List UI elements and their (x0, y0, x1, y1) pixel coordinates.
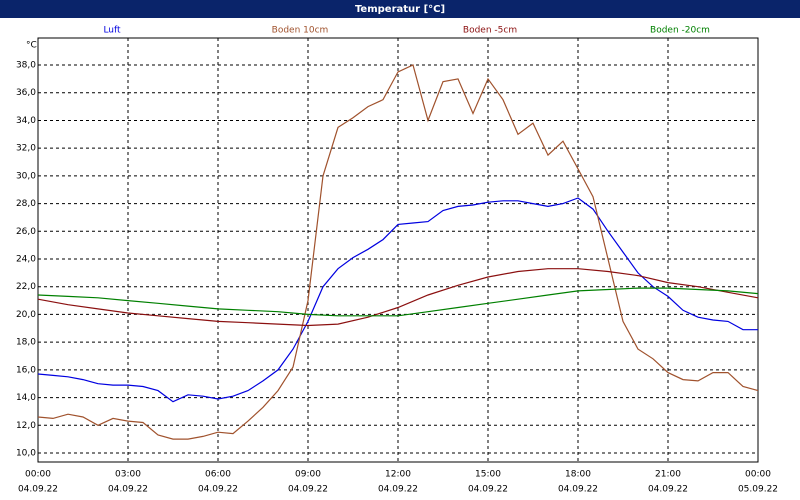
x-tick-label: 12:00 (385, 470, 411, 480)
x-tick-label: 21:00 (655, 470, 681, 480)
plot-frame (37, 37, 759, 463)
series-line (37, 268, 759, 327)
x-tick-date: 04.09.22 (468, 485, 508, 495)
x-tick-label: 06:00 (205, 470, 231, 480)
y-tick-label: 10,0 (16, 448, 36, 458)
y-tick-label: 30,0 (16, 171, 36, 181)
title-bar (0, 0, 800, 18)
legend-entry: Luft (103, 26, 121, 36)
x-tick-date: 04.09.22 (108, 485, 148, 495)
y-tick-label: 16,0 (16, 365, 36, 375)
chart-title: Temperatur [°C] (355, 4, 445, 15)
x-tick-date: 04.09.22 (558, 485, 598, 495)
y-tick-label: 28,0 (16, 199, 36, 209)
y-tick-label: 12,0 (16, 421, 36, 431)
x-tick-label: 18:00 (565, 470, 591, 480)
x-tick-date: 05.09.22 (738, 485, 778, 495)
series-line (37, 197, 758, 403)
x-tick-date: 04.09.22 (288, 485, 328, 495)
y-unit: °C (26, 41, 37, 51)
series-line (37, 64, 759, 440)
legend-entry: Boden -20cm (650, 26, 710, 36)
x-tick-date: 04.09.22 (18, 485, 58, 495)
y-tick-label: 18,0 (16, 338, 36, 348)
x-tick-date: 04.09.22 (648, 485, 688, 495)
x-tick-label: 03:00 (115, 470, 141, 480)
legend-entry: Boden -5cm (463, 26, 517, 36)
y-tick-label: 36,0 (16, 88, 36, 98)
y-tick-label: 24,0 (16, 255, 36, 265)
y-tick-label: 26,0 (16, 227, 36, 237)
y-tick-label: 34,0 (16, 116, 36, 126)
legend-entry: Boden 10cm (272, 26, 329, 36)
y-tick-label: 32,0 (16, 144, 36, 154)
series-line (37, 287, 759, 317)
x-tick-label: 09:00 (295, 470, 321, 480)
x-tick-date: 04.09.22 (198, 485, 238, 495)
y-tick-label: 22,0 (16, 282, 36, 292)
y-tick-label: 38,0 (16, 61, 36, 71)
x-tick-label: 00:00 (25, 470, 51, 480)
y-tick-label: 20,0 (16, 310, 36, 320)
x-tick-date: 04.09.22 (378, 485, 418, 495)
x-tick-label: 00:00 (745, 470, 771, 480)
x-tick-label: 15:00 (475, 470, 501, 480)
y-tick-label: 14,0 (16, 393, 36, 403)
